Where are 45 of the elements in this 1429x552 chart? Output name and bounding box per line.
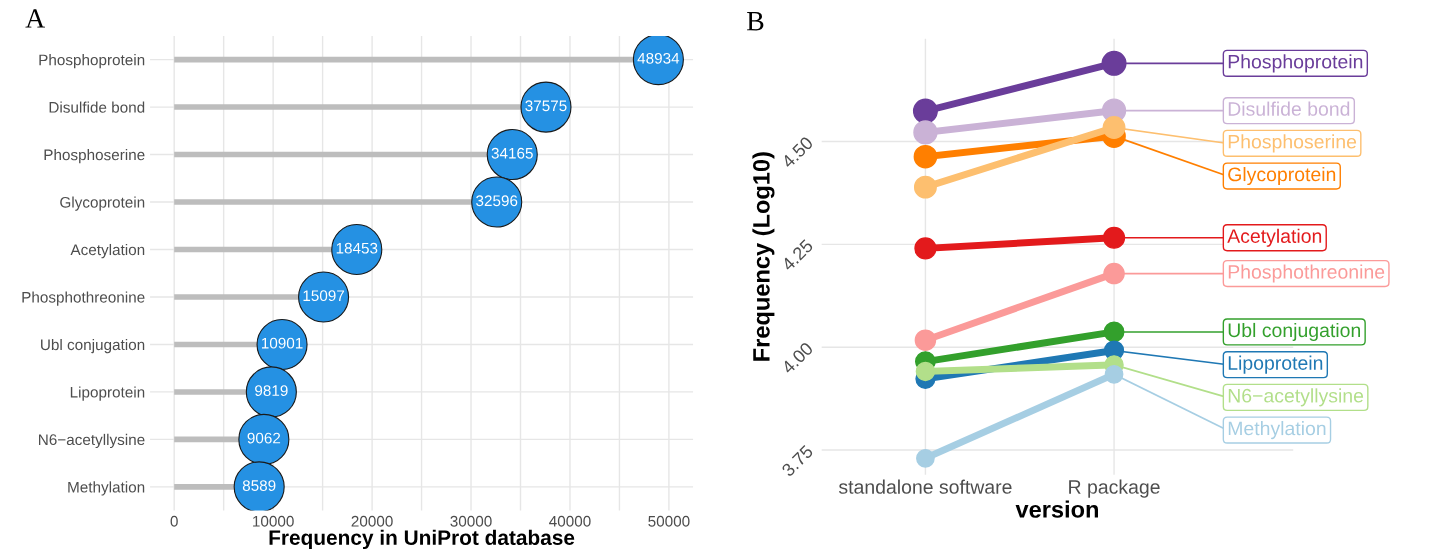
x-axis-title: version — [1015, 500, 1098, 518]
y-tick-label: Glycoprotein — [60, 196, 145, 211]
text: Phosphoprotein — [1228, 54, 1363, 73]
y-tick-label: 4.00 — [780, 341, 814, 375]
text: Acetylation — [1227, 228, 1322, 247]
x-tick-label: standalone software — [838, 479, 1012, 494]
chart-title: B — [747, 12, 764, 31]
x-tick-label: 20000 — [351, 515, 393, 527]
text: Disulfide bond — [1228, 101, 1350, 116]
y-tick-label: N6−acetyllysine — [39, 433, 145, 449]
data-label: 9062 — [247, 432, 281, 444]
y-tick-label: Lipoprotein — [70, 386, 145, 401]
x-tick-label: 30000 — [450, 515, 492, 527]
y-tick-label: Ubl conjugation — [41, 338, 145, 354]
data-label: 32596 — [476, 195, 518, 207]
y-axis-title: Frequency (Log10) — [752, 152, 775, 361]
x-tick-label: R package — [1069, 479, 1160, 498]
text: Glycoprotein — [1228, 166, 1336, 186]
data-label: 9819 — [255, 385, 288, 397]
data-label: 15097 — [303, 290, 345, 302]
text: Phosphoserine — [1228, 134, 1357, 153]
y-tick-label: Disulfide bond — [49, 101, 145, 113]
x-axis-title: Frequency in UniProt database — [269, 529, 575, 550]
text: Lipoprotein — [1228, 355, 1323, 374]
x-tick-label: 10000 — [253, 515, 294, 527]
y-tick-label: 4.50 — [780, 135, 814, 169]
chart-title: A — [25, 9, 46, 28]
text: Methylation — [1228, 421, 1326, 440]
data-label: 34165 — [491, 147, 533, 159]
text: Phosphothreonine — [1228, 264, 1385, 283]
y-tick-label: Acetylation — [70, 243, 145, 259]
y-tick-label: Phosphoserine — [44, 149, 145, 164]
data-label: 10901 — [261, 337, 303, 349]
x-tick-label: 0 — [170, 515, 178, 527]
data-label: 48934 — [637, 52, 680, 64]
data-label: 8589 — [242, 480, 276, 491]
y-tick-label: Phosphoprotein — [39, 54, 145, 69]
text: N6−acetyllysine — [1228, 388, 1364, 407]
data-label: 18453 — [336, 242, 378, 254]
data-label: 37575 — [525, 100, 567, 112]
x-tick-label: 40000 — [549, 515, 591, 527]
y-tick-label: Phosphothreonine — [22, 291, 145, 306]
x-tick-label: 50000 — [648, 515, 690, 527]
y-tick-label: Methylation — [68, 481, 145, 496]
text: Ubl conjugation — [1228, 322, 1360, 342]
